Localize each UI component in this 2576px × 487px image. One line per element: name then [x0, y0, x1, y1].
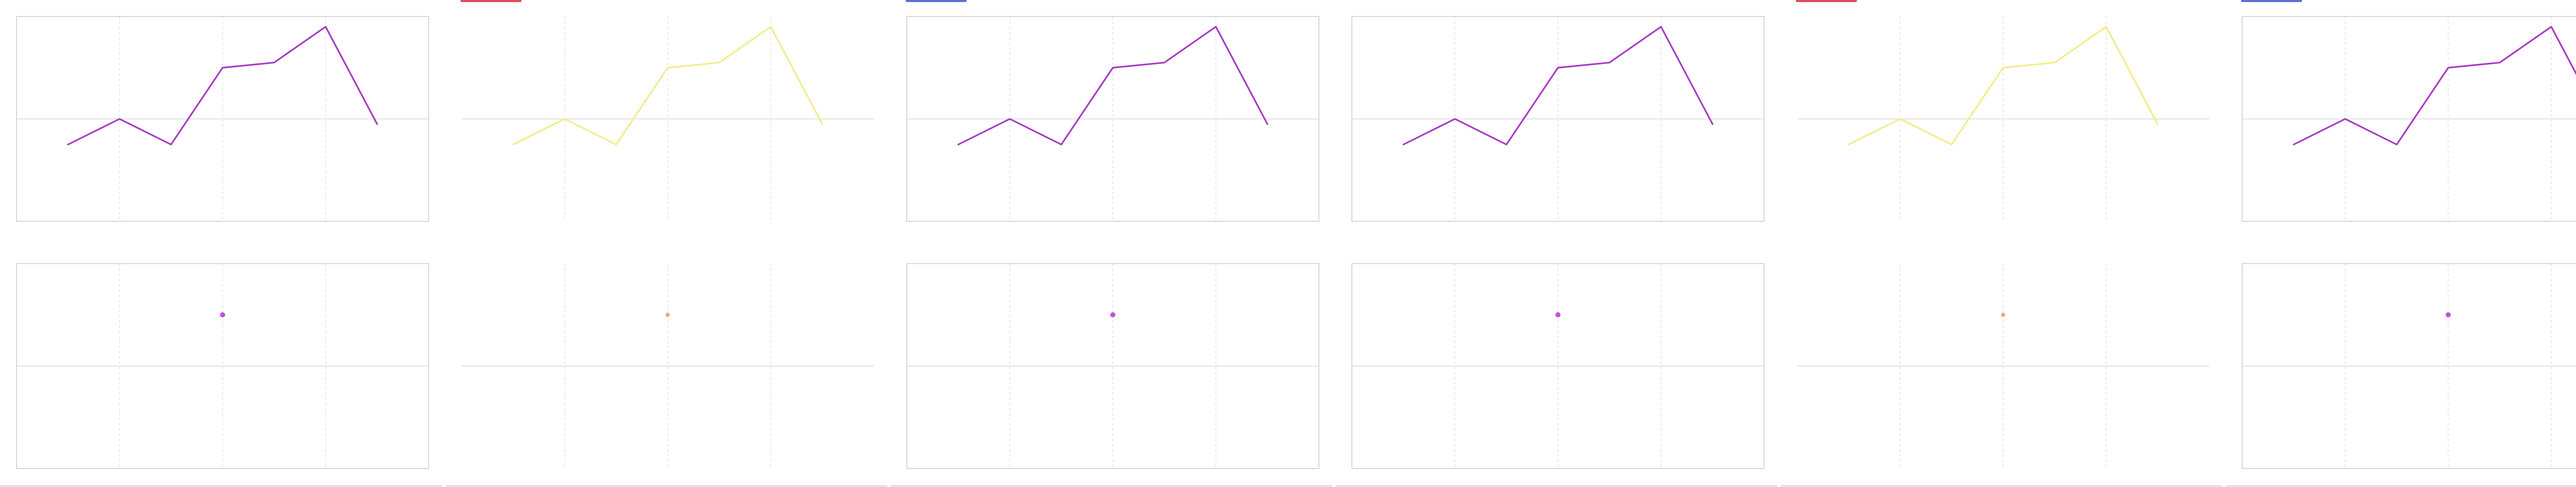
series-line [2293, 26, 2576, 146]
scatter-point-1 [2001, 312, 2005, 317]
scatter-chart-frame [906, 263, 1319, 469]
line-chart-frame [2242, 16, 2576, 222]
line-chart-axes [1351, 16, 1765, 222]
scatter-chart-axes [1351, 263, 1765, 469]
line-chart-frame [16, 16, 429, 222]
panel-bottom-edge [445, 485, 887, 487]
scatter-chart-frame [2242, 263, 2576, 469]
chart-panel-1 [0, 0, 445, 487]
scatter-point-1 [1110, 312, 1115, 318]
chart-svg [1351, 16, 1765, 469]
line-chart-frame [906, 16, 1319, 222]
scatter-point-1 [666, 312, 670, 317]
scatter-point-1 [220, 312, 225, 318]
panel-bottom-edge [0, 485, 442, 487]
chart-svg [462, 16, 874, 468]
panel-bottom-edge [890, 485, 1332, 487]
panel-accent-bar [461, 0, 521, 2]
chart-svg [1797, 16, 2209, 468]
line-chart-axes [1797, 16, 2209, 221]
scatter-chart-axes [2242, 263, 2576, 469]
scatter-chart-frame [16, 263, 429, 469]
panel-bottom-edge [1335, 485, 1777, 487]
scatter-chart-axes [462, 264, 874, 468]
series-line [67, 26, 378, 146]
panel-accent-bar [1796, 0, 1857, 2]
chart-panel-3 [890, 0, 1335, 487]
scatter-point-1 [1555, 312, 1561, 318]
scatter-point-1 [2446, 312, 2451, 318]
line-chart-axes [906, 16, 1319, 222]
scatter-chart-axes [16, 263, 429, 469]
scatter-chart-frame [1351, 263, 1765, 469]
series-line [1848, 26, 2159, 146]
chart-svg [906, 16, 1319, 469]
series-line [512, 26, 823, 146]
chart-panel-5 [1781, 0, 2226, 487]
line-chart-frame [1351, 16, 1765, 222]
scatter-chart-axes [906, 263, 1319, 469]
line-chart-axes [2242, 16, 2576, 222]
chart-svg [16, 16, 429, 469]
chart-svg [2242, 16, 2576, 469]
chart-panel-4 [1335, 0, 1781, 487]
panel-accent-bar [906, 0, 967, 2]
series-line [1402, 26, 1714, 146]
scatter-chart-axes [1797, 264, 2209, 468]
line-chart-axes [462, 16, 874, 221]
line-chart-axes [16, 16, 429, 222]
chart-panel-6 [2226, 0, 2576, 487]
chart-panel-2 [445, 0, 890, 487]
panel-accent-bar [2241, 0, 2302, 2]
series-line [957, 26, 1268, 146]
panel-bottom-edge [1781, 485, 2223, 487]
panel-bottom-edge [2226, 485, 2576, 487]
